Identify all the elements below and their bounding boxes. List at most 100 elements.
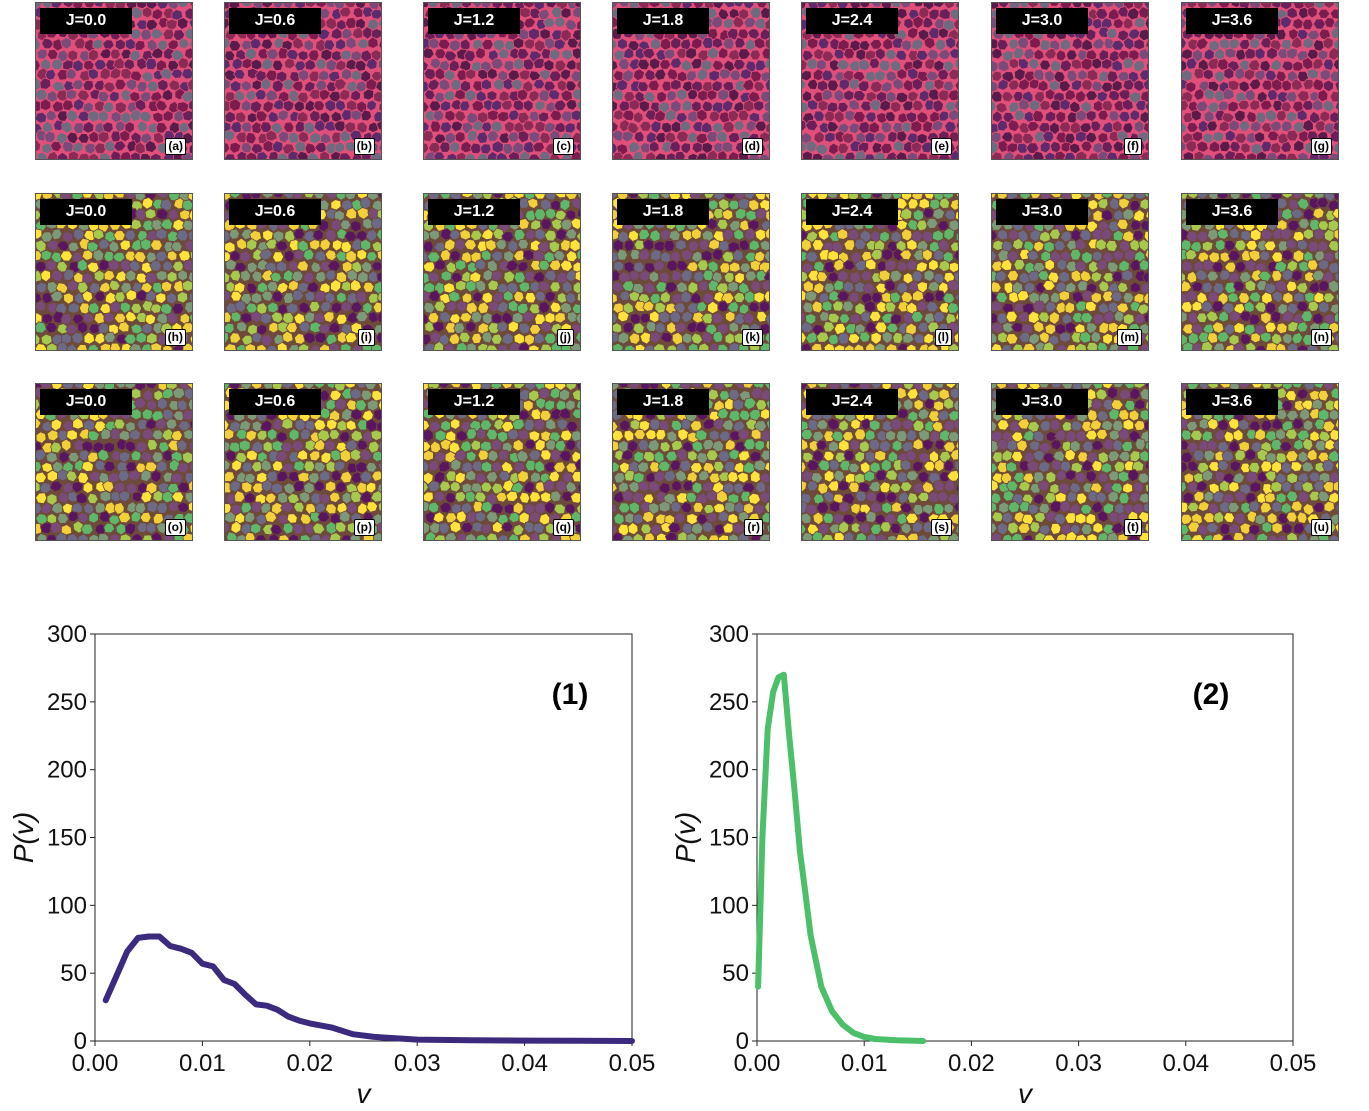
panel-tag: (s): [931, 519, 952, 536]
coupling-label: J=0.0: [40, 8, 132, 34]
y-tick-label: 150: [47, 825, 87, 852]
panel-tag: (o): [164, 519, 186, 536]
panel-tag: (i): [357, 329, 375, 346]
x-tick-label: 0.05: [1270, 1050, 1317, 1077]
coupling-label: J=0.0: [40, 389, 132, 415]
voronoi-panel: J=2.4 (s): [801, 383, 959, 541]
y-tick-label: 50: [722, 960, 749, 987]
coupling-label: J=0.0: [40, 199, 132, 225]
voronoi-panel: J=3.6 (g): [1181, 2, 1339, 160]
voronoi-panel: J=3.0 (t): [991, 383, 1149, 541]
series-line: [102, 933, 635, 1044]
panel-tag: (d): [741, 138, 763, 155]
panel-label: (2): [1193, 678, 1230, 711]
x-tick-label: 0.00: [72, 1050, 119, 1077]
coupling-label: J=1.2: [428, 389, 520, 415]
panel-tag: (j): [556, 329, 574, 346]
voronoi-panel: J=2.4 (l): [801, 193, 959, 351]
voronoi-panel: J=0.0 (h): [35, 193, 193, 351]
x-tick-label: 0.05: [609, 1050, 656, 1077]
cell-pattern: [36, 384, 192, 540]
y-tick-label: 0: [74, 1028, 87, 1055]
coupling-label: J=3.6: [1186, 8, 1278, 34]
coupling-label: J=1.8: [617, 8, 709, 34]
voronoi-panel: J=1.2 (q): [423, 383, 581, 541]
panel-tag: (q): [552, 519, 574, 536]
panel-label: (1): [552, 678, 589, 711]
voronoi-panel: J=1.8 (d): [612, 2, 770, 160]
panel-tag: (e): [931, 138, 952, 155]
voronoi-panel: J=3.6 (n): [1181, 193, 1339, 351]
cell-pattern: [225, 384, 381, 540]
panel-tag: (p): [353, 519, 375, 536]
x-tick-label: 0.02: [286, 1050, 333, 1077]
panel-tag: (n): [1310, 329, 1332, 346]
panel-tag: (f): [1124, 138, 1142, 155]
x-tick-label: 0.03: [1055, 1050, 1102, 1077]
panel-tag: (t): [1124, 519, 1142, 536]
coupling-label: J=3.0: [996, 8, 1088, 34]
coupling-label: J=1.2: [428, 199, 520, 225]
chart-2: 0 50 100 150 200 250 300 0.00 0.01 0.02 0.03 0.04 0.…: [670, 621, 1316, 1109]
coupling-label: J=1.2: [428, 8, 520, 34]
coupling-label: J=0.6: [229, 199, 321, 225]
panel-tag: (k): [742, 329, 763, 346]
y-tick-label: 200: [709, 757, 749, 784]
y-tick-label: 150: [709, 825, 749, 852]
voronoi-panel: J=2.4 (e): [801, 2, 959, 160]
voronoi-panel: J=0.6 (i): [224, 193, 382, 351]
voronoi-panel: J=3.6 (u): [1181, 383, 1339, 541]
series-line: [755, 671, 927, 1044]
x-tick-label: 0.00: [734, 1050, 781, 1077]
y-axis-label: P(v): [670, 812, 701, 863]
x-tick-label: 0.02: [948, 1050, 995, 1077]
y-tick-label: 100: [709, 892, 749, 919]
y-tick-label: 50: [60, 960, 87, 987]
voronoi-panel: J=0.0 (a): [35, 2, 193, 160]
y-tick-label: 250: [709, 689, 749, 716]
x-tick-label: 0.04: [501, 1050, 548, 1077]
voronoi-panel: J=1.2 (j): [423, 193, 581, 351]
voronoi-panel: J=1.8 (k): [612, 193, 770, 351]
panel-tag: (h): [164, 329, 186, 346]
panel-tag: (r): [744, 519, 763, 536]
coupling-label: J=3.6: [1186, 389, 1278, 415]
y-tick-label: 100: [47, 892, 87, 919]
coupling-label: J=0.6: [229, 389, 321, 415]
coupling-label: J=1.8: [617, 199, 709, 225]
panel-tag: (m): [1117, 329, 1142, 346]
y-tick-label: 250: [47, 689, 87, 716]
voronoi-panel: J=0.0 (o): [35, 383, 193, 541]
y-tick-label: 300: [47, 621, 87, 648]
y-tick-label: 300: [709, 621, 749, 648]
x-axis-label: v: [357, 1078, 373, 1109]
voronoi-tile-grid: J=0.0 (a) J=0.6 (b) J=1.2 (c) J=1.8 (d) J=2.4 (e)…: [35, 2, 1339, 541]
coupling-label: J=2.4: [806, 199, 898, 225]
coupling-label: J=1.8: [617, 389, 709, 415]
voronoi-panel: J=3.0 (f): [991, 2, 1149, 160]
coupling-label: J=3.0: [996, 199, 1088, 225]
panel-tag: (a): [165, 138, 186, 155]
x-axis-label: v: [1018, 1078, 1034, 1109]
panel-tag: (b): [353, 138, 375, 155]
x-tick-label: 0.03: [394, 1050, 441, 1077]
voronoi-panel: J=1.8 (r): [612, 383, 770, 541]
panel-tag: (u): [1310, 519, 1332, 536]
voronoi-panel: J=1.2 (c): [423, 2, 581, 160]
coupling-label: J=0.6: [229, 8, 321, 34]
coupling-label: J=2.4: [806, 8, 898, 34]
voronoi-panel: J=0.6 (b): [224, 2, 382, 160]
coupling-label: J=3.6: [1186, 199, 1278, 225]
y-axis-label: P(v): [8, 812, 39, 863]
x-tick-label: 0.01: [841, 1050, 888, 1077]
voronoi-panel: J=3.0 (m): [991, 193, 1149, 351]
y-tick-label: 0: [736, 1028, 749, 1055]
x-tick-label: 0.04: [1162, 1050, 1209, 1077]
x-tick-label: 0.01: [179, 1050, 226, 1077]
voronoi-panel: J=0.6 (p): [224, 383, 382, 541]
chart-1: 0 50 100 150 200 250 300 0.00 0.01 0.02 0.03 0.04 0.…: [8, 621, 655, 1109]
coupling-label: J=2.4: [806, 389, 898, 415]
cell-pattern: [613, 384, 769, 540]
panel-tag: (g): [1310, 138, 1332, 155]
coupling-label: J=3.0: [996, 389, 1088, 415]
